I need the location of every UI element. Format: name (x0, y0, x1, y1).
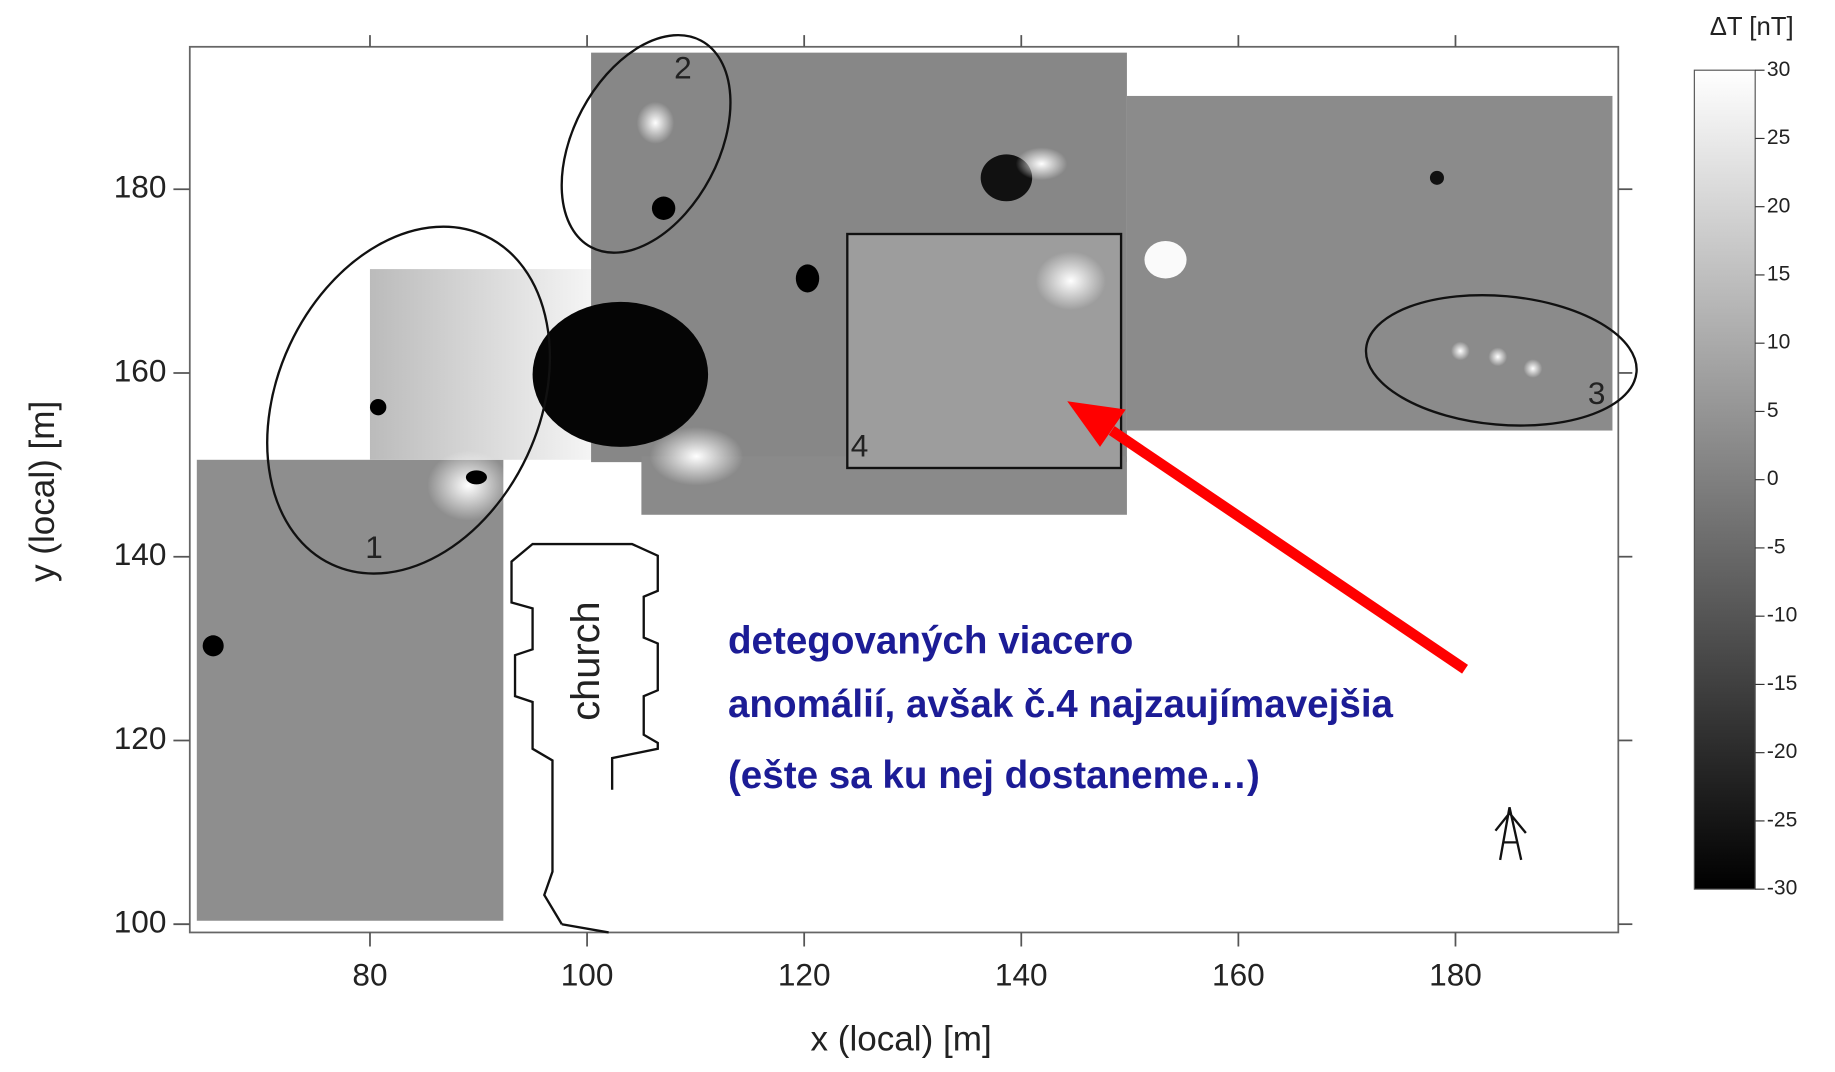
annotation: church (564, 601, 608, 720)
note-text: anomálií, avšak č.4 najzaujímavejšia (728, 683, 1394, 726)
colorbar-tick-label: 25 (1767, 126, 1790, 149)
colorbar-tick-label: -15 (1767, 672, 1797, 695)
x-tick-label: 100 (561, 956, 614, 992)
x-tick-label: 80 (352, 956, 387, 992)
note-text: detegovaných viacero (728, 620, 1133, 663)
colorbar-tick-label: -30 (1767, 877, 1797, 900)
colorbar (1694, 70, 1755, 889)
colorbar-tick-label: 20 (1767, 194, 1790, 217)
x-tick-label: 120 (778, 956, 831, 992)
y-tick-label: 140 (114, 536, 167, 572)
annotation: 2 (674, 50, 692, 86)
x-tick-label: 160 (1212, 956, 1265, 992)
y-tick-label: 100 (114, 904, 167, 940)
colorbar-tick-label: 0 (1767, 467, 1779, 490)
colorbar-tick-label: -20 (1767, 740, 1797, 763)
chart: 1 2 3 4 church detegovaných viacero anom… (0, 0, 1835, 1067)
colorbar-tick-label: -5 (1767, 535, 1786, 558)
x-tick-label: 180 (1429, 956, 1482, 992)
y-tick-label: 180 (114, 169, 167, 205)
y-tick-label: 160 (114, 352, 167, 388)
annotation: 3 (1588, 375, 1606, 411)
annotation: 1 (365, 529, 383, 565)
page: 1 2 3 4 church detegovaných viacero anom… (0, 0, 1835, 1072)
annotation: 4 (851, 427, 869, 463)
colorbar-tick-label: 5 (1767, 399, 1779, 422)
colorbar-tick-label: -10 (1767, 604, 1797, 627)
note-text: (ešte sa ku nej dostaneme…) (728, 754, 1260, 797)
colorbar-tick-label: 15 (1767, 263, 1790, 286)
colorbar-tick-label: 30 (1767, 58, 1790, 81)
y-tick-label: 120 (114, 720, 167, 756)
colorbar-tick-label: 10 (1767, 331, 1790, 354)
y-axis-label: y (local) [m] (23, 401, 62, 582)
colorbar-title: ΔT [nT] (1710, 13, 1794, 41)
colorbar-tick-label: -25 (1767, 808, 1797, 831)
x-tick-label: 140 (995, 956, 1048, 992)
x-axis-label: x (local) [m] (810, 1020, 991, 1059)
